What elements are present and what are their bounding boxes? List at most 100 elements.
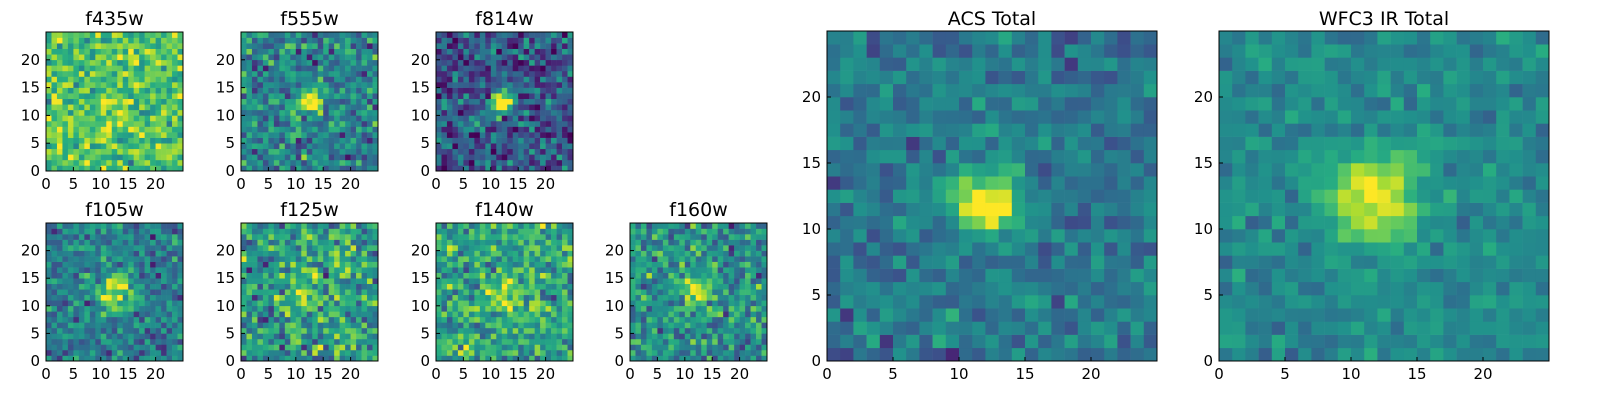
heatmap-cell bbox=[879, 229, 894, 243]
y-tick-label: 20 bbox=[411, 51, 430, 69]
heatmap-cell bbox=[662, 327, 669, 334]
heatmap-cell bbox=[840, 215, 854, 230]
heatmap-cell bbox=[866, 123, 881, 137]
heatmap-cell bbox=[345, 278, 351, 285]
heatmap-cell bbox=[1143, 215, 1158, 230]
heatmap-cell bbox=[635, 272, 642, 279]
heatmap-cell bbox=[251, 154, 258, 161]
heatmap-cell bbox=[350, 355, 357, 362]
heatmap-cell bbox=[177, 115, 184, 122]
heatmap-cell bbox=[463, 344, 470, 351]
heatmap-cell bbox=[932, 229, 947, 243]
heatmap-cell bbox=[128, 120, 134, 127]
heatmap-cell bbox=[246, 349, 253, 356]
heatmap-cell bbox=[518, 316, 524, 323]
heatmap-cell bbox=[630, 272, 636, 279]
heatmap-cell bbox=[1143, 229, 1158, 243]
heatmap-cell bbox=[932, 268, 947, 283]
heatmap-cell bbox=[490, 143, 497, 150]
heatmap-cell bbox=[155, 245, 162, 251]
heatmap-cell bbox=[246, 37, 253, 44]
heatmap-cell bbox=[301, 98, 308, 105]
heatmap-cell bbox=[161, 148, 167, 155]
heatmap-cell bbox=[84, 43, 91, 49]
heatmap-cell bbox=[701, 272, 708, 279]
heatmap-cell bbox=[155, 115, 162, 122]
heatmap-cell bbox=[78, 154, 85, 161]
heatmap-cell bbox=[161, 54, 167, 61]
heatmap-cell bbox=[1104, 268, 1118, 283]
heatmap-cell bbox=[690, 344, 697, 351]
heatmap-cell bbox=[551, 82, 557, 88]
heatmap-cell bbox=[501, 54, 508, 61]
heatmap-cell bbox=[556, 137, 563, 144]
heatmap-cell bbox=[485, 322, 492, 329]
heatmap-cell bbox=[323, 239, 329, 246]
x-tick-label: 0 bbox=[431, 365, 441, 383]
heatmap-cell bbox=[84, 294, 91, 301]
heatmap-cell bbox=[728, 261, 735, 268]
heatmap-cell bbox=[155, 104, 162, 111]
heatmap-cell bbox=[485, 261, 492, 268]
heatmap-cell bbox=[67, 43, 74, 49]
heatmap-cell bbox=[512, 333, 519, 340]
heatmap-cell bbox=[111, 333, 118, 340]
heatmap-cell bbox=[106, 250, 113, 257]
heatmap-cell bbox=[695, 300, 702, 307]
heatmap-cell bbox=[161, 239, 167, 246]
heatmap-cell bbox=[323, 294, 329, 301]
heatmap-cell bbox=[496, 126, 503, 133]
heatmap-cell bbox=[111, 223, 118, 229]
heatmap-cell bbox=[356, 256, 362, 262]
heatmap-cell bbox=[372, 70, 379, 77]
heatmap-cell bbox=[436, 98, 442, 105]
heatmap-cell bbox=[556, 37, 563, 44]
heatmap-cell bbox=[1130, 176, 1145, 190]
heatmap-cell bbox=[756, 223, 762, 229]
heatmap-cell bbox=[436, 228, 442, 235]
heatmap-cell bbox=[372, 43, 379, 49]
heatmap-cell bbox=[155, 82, 162, 88]
heatmap-cell bbox=[518, 104, 524, 111]
heatmap-cell bbox=[523, 250, 530, 257]
heatmap-cell bbox=[372, 239, 379, 246]
heatmap-cell bbox=[317, 267, 324, 273]
heatmap-cell bbox=[690, 355, 697, 362]
heatmap-cell bbox=[630, 294, 636, 301]
heatmap-cell bbox=[562, 43, 568, 49]
heatmap-cell bbox=[1038, 163, 1052, 177]
heatmap-cell bbox=[756, 239, 762, 246]
x-tick-label: 5 bbox=[459, 175, 469, 193]
heatmap-cell bbox=[122, 82, 129, 88]
heatmap-cell bbox=[133, 322, 140, 329]
panel-title: f125w bbox=[280, 199, 339, 221]
heatmap-cell bbox=[122, 316, 129, 323]
heatmap-cell bbox=[545, 137, 552, 144]
heatmap-cell bbox=[100, 59, 107, 66]
heatmap-cell bbox=[919, 268, 933, 283]
heatmap-cell bbox=[684, 300, 691, 307]
heatmap-cell bbox=[95, 250, 102, 257]
heatmap-cell bbox=[46, 48, 52, 55]
heatmap-cell bbox=[144, 355, 151, 362]
heatmap-cell bbox=[496, 98, 503, 105]
heatmap-cell bbox=[673, 333, 680, 340]
heatmap-cell bbox=[301, 322, 308, 329]
heatmap-cell bbox=[56, 98, 63, 105]
heatmap-cell bbox=[62, 289, 69, 296]
heatmap-cell bbox=[56, 154, 63, 161]
heatmap-cell bbox=[339, 322, 346, 329]
heatmap-cell bbox=[246, 148, 253, 155]
heatmap-cell bbox=[312, 316, 319, 323]
heatmap-cell bbox=[323, 137, 329, 144]
heatmap-cell bbox=[496, 250, 503, 257]
heatmap-cell bbox=[279, 234, 286, 240]
heatmap-cell bbox=[496, 355, 503, 362]
heatmap-cell bbox=[893, 308, 907, 322]
heatmap-cell bbox=[84, 256, 91, 262]
heatmap-cell bbox=[879, 321, 894, 335]
heatmap-cell bbox=[78, 349, 85, 356]
heatmap-cell bbox=[562, 65, 568, 72]
heatmap-cell bbox=[262, 316, 269, 323]
heatmap-cell bbox=[150, 283, 156, 290]
